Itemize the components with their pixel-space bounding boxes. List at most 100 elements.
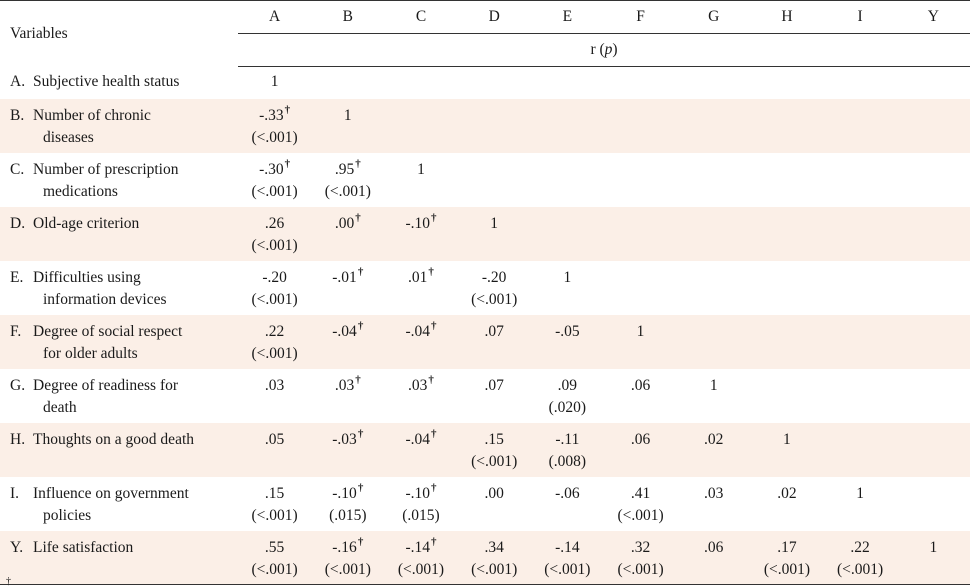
table-row: F. Degree of social respect for older adul…: [0, 314, 970, 369]
row-label-text: Old-age criterion: [33, 214, 140, 232]
table-cell: [531, 67, 604, 99]
row-letter: D.: [10, 214, 26, 232]
row-letter: I.: [10, 484, 20, 502]
table-cell: [823, 98, 897, 153]
col-header-i: I: [823, 0, 897, 34]
correlation-value: -.04†: [384, 321, 457, 343]
r-value: .01: [408, 268, 428, 286]
correlation-value: .15: [458, 429, 531, 451]
row-label-line2: medications: [43, 182, 118, 200]
row-label-text: Degree of readiness for: [33, 376, 179, 394]
dagger-mark: †: [431, 212, 437, 225]
dagger-mark: †: [355, 374, 361, 387]
correlation-value: -.20: [458, 267, 531, 289]
r-value: .26: [264, 214, 285, 232]
correlation-value: 1: [750, 429, 823, 451]
correlation-value: 1: [824, 483, 897, 505]
row-label-text: Number of chronic: [33, 106, 151, 124]
table-cell: 1: [750, 422, 824, 477]
col-header-g: G: [677, 0, 751, 34]
table-cell: [750, 206, 824, 261]
dagger-mark: †: [357, 536, 364, 549]
table-cell: .07: [458, 369, 531, 423]
table-cell: [897, 67, 970, 99]
p-value: (<.001): [397, 560, 445, 578]
row-label-line2: diseases: [43, 128, 94, 146]
r-value: .06: [630, 430, 651, 448]
table-cell: [750, 98, 824, 153]
p-value: (<.001): [251, 128, 298, 146]
table-cell: [530, 206, 604, 261]
p-value: (<.001): [763, 560, 811, 578]
correlation-value: .00†: [311, 213, 384, 235]
table-cell: .05: [238, 422, 312, 477]
row-label-text: Thoughts on a good death: [33, 430, 195, 448]
table-cell: [458, 153, 531, 207]
table-cell: .22 (<.001): [238, 314, 312, 369]
table-cell: 1: [896, 530, 970, 585]
table-cell: [604, 153, 677, 207]
table-cell: -.20 (<.001): [238, 261, 311, 315]
r-value: -.14: [555, 538, 580, 556]
correlation-value: .00: [458, 483, 531, 505]
col-header-f: F: [603, 0, 678, 34]
table-cell: .26 (<.001): [238, 206, 312, 261]
r-value: -.05: [555, 322, 580, 340]
table-cell: [311, 67, 384, 99]
correlation-value: -.33†: [238, 105, 311, 127]
table-cell: -.20 (<.001): [458, 261, 531, 315]
r-value: .02: [777, 484, 797, 502]
table-cell: [384, 67, 457, 99]
table-cell: [896, 206, 970, 261]
correlation-value: .17: [750, 537, 823, 559]
correlation-value: 1: [384, 159, 457, 181]
correlation-value: -.01†: [311, 267, 384, 289]
correlation-value: -.03†: [311, 429, 384, 451]
row-label-text: Life satisfaction: [33, 538, 134, 556]
dagger-mark: †: [428, 266, 434, 279]
table-row: D. Old-age criterion .26 (<.001) .00† -.10† 1: [0, 206, 970, 261]
table-cell: [677, 67, 750, 99]
table-cell: .09 (.020): [531, 369, 604, 423]
r-value: .34: [484, 538, 504, 556]
table-cell: .03: [238, 369, 311, 423]
r-value: .41: [630, 484, 651, 502]
dagger-mark: †: [357, 482, 364, 495]
p-value: (<.001): [617, 506, 664, 524]
row-label: I. Influence on government policies: [0, 477, 238, 531]
stat-label: r (p): [238, 33, 970, 67]
table-cell: 1: [677, 369, 750, 423]
r-value: 1: [490, 214, 499, 232]
p-value: (<.001): [251, 290, 298, 308]
r-value: .55: [264, 538, 285, 556]
r-value: -.20: [262, 268, 287, 286]
correlation-value: -.04†: [384, 429, 457, 451]
correlation-value: .07: [458, 375, 531, 397]
p-value: (<.001): [544, 560, 591, 578]
table-row: Y. Life satisfaction .55 (<.001) -.16† (<.001…: [0, 530, 970, 585]
p-value: (<.001): [251, 236, 298, 254]
table-row: I. Influence on government policies .15 (<.0…: [0, 477, 970, 531]
row-letter: C.: [10, 160, 25, 178]
r-value: -.10: [332, 484, 357, 502]
table-cell: [897, 153, 970, 207]
row-letter: E.: [10, 268, 24, 286]
r-value: .95: [334, 160, 355, 178]
correlation-value: .05: [238, 429, 311, 451]
correlation-value: .34: [458, 537, 531, 559]
table-cell: -.10† (.015): [384, 477, 457, 531]
table-cell: -.04†: [384, 422, 458, 477]
table-cell: 1: [384, 153, 457, 207]
col-header-d: D: [457, 0, 531, 34]
correlation-value: -.05: [531, 321, 604, 343]
row-letter: G.: [10, 376, 26, 394]
table-cell: .03: [677, 477, 750, 531]
dagger-mark: †: [284, 104, 291, 117]
r-value: 1: [417, 160, 425, 178]
r-value: .15: [484, 430, 504, 448]
p-value: (.008): [548, 452, 587, 470]
correlation-value: -.11: [531, 429, 604, 451]
row-label-text: Difficulties using: [33, 268, 141, 286]
footnote-marker: †: [6, 576, 11, 587]
r-value: .07: [484, 322, 504, 340]
